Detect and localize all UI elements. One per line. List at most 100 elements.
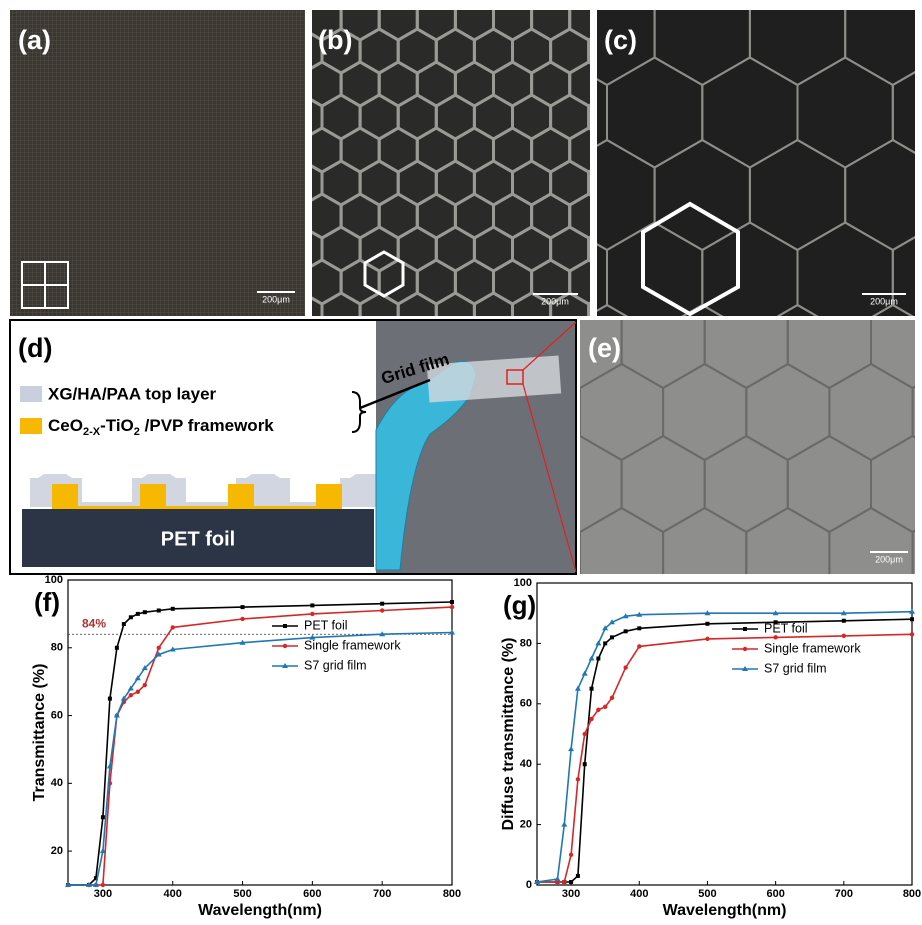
marker [450,600,454,604]
marker [595,640,601,645]
text-part: CeO [48,416,83,435]
marker [380,608,384,612]
marker [589,717,593,721]
marker [240,617,244,621]
x-tick-label: 300 [562,888,580,900]
y-tick-label: 0 [526,879,532,891]
layer-label: XG/HA/PAA top layer [48,384,217,403]
scale-label: 200μm [875,554,903,564]
hexagon [398,0,436,7]
marker [101,883,105,887]
x-tick-label: 500 [698,888,716,900]
scale-label: 200μm [262,294,290,304]
marker [583,732,587,736]
y-tick-label: 20 [520,819,532,831]
marker [561,822,567,827]
y-tick-label: 100 [45,574,63,586]
marker [596,708,600,712]
hexagon [284,0,322,7]
x-tick-label: 500 [233,888,251,900]
marker [705,622,709,626]
panel-label: (c) [604,25,637,55]
legend-label: Single framework [304,638,401,652]
substrate-label: PET foil [161,528,235,550]
text-part: 2-X [83,426,101,438]
hexagon [474,0,512,7]
marker [583,762,587,766]
marker [115,646,119,650]
x-axis-title: Wavelength(nm) [663,902,787,919]
marker [610,696,614,700]
hexagon [589,0,627,7]
marker [576,777,580,781]
marker [575,686,581,691]
legend-label: S7 grid film [304,658,367,672]
panel-label: (a) [18,25,51,55]
figure: (a) 200μm (b) 200μm (c) 200μm (d) XG/HA/… [0,0,922,925]
hexagon [360,0,398,7]
marker [283,624,287,628]
y-tick-label: 80 [520,637,532,649]
hexagon [893,0,922,3]
marker [136,690,140,694]
y-tick-label: 20 [51,845,63,857]
y-tick-label: 60 [51,709,63,721]
panel-label: (f) [34,587,60,617]
marker [705,637,709,641]
x-tick-label: 600 [303,888,321,900]
marker [157,609,161,613]
micrograph-e [580,320,915,574]
marker [136,612,140,616]
y-axis-title: Diffuse transmittance (%) [500,638,517,831]
marker [157,646,161,650]
hexagon [627,0,665,7]
micrograph-a [10,10,305,316]
legend-label: PET foil [304,618,348,632]
x-tick-label: 300 [94,888,112,900]
hexagon [702,0,797,3]
marker [108,697,112,701]
scale-label: 200μm [541,296,569,306]
hexagon [798,0,893,3]
marker [603,705,607,709]
legend-swatch [20,386,42,402]
marker [603,641,607,645]
layer-label: CeO2-X-TiO2 /PVP framework [48,416,274,437]
marker [171,625,175,629]
marker [569,880,573,884]
marker [773,635,777,639]
x-tick-label: 600 [766,888,784,900]
panel-label: (b) [318,25,352,55]
marker [842,634,846,638]
marker [283,644,287,648]
hexagon [607,0,702,3]
marker [743,647,747,651]
marker [910,632,914,636]
plot-frame [537,583,912,885]
y-tick-label: 100 [514,577,532,589]
marker [562,880,566,884]
marker [241,605,245,609]
hexagon [512,0,607,3]
marker [171,607,175,611]
marker [576,874,580,878]
text-part: /PVP framework [140,416,274,435]
marker [743,627,747,631]
series-line [68,633,452,886]
marker [590,687,594,691]
legend-swatch [20,418,42,434]
marker [637,626,641,630]
marker [143,610,147,614]
legend-label: PET foil [764,621,808,635]
marker [310,612,314,616]
marker [129,693,133,697]
marker [637,644,641,648]
panel-label: (g) [503,590,536,620]
marker [623,665,627,669]
panel-label: (d) [18,333,52,363]
scale-label: 200μm [870,296,898,306]
marker [310,603,314,607]
y-tick-label: 40 [520,758,532,770]
marker [380,602,384,606]
legend-label: Single framework [764,641,861,655]
